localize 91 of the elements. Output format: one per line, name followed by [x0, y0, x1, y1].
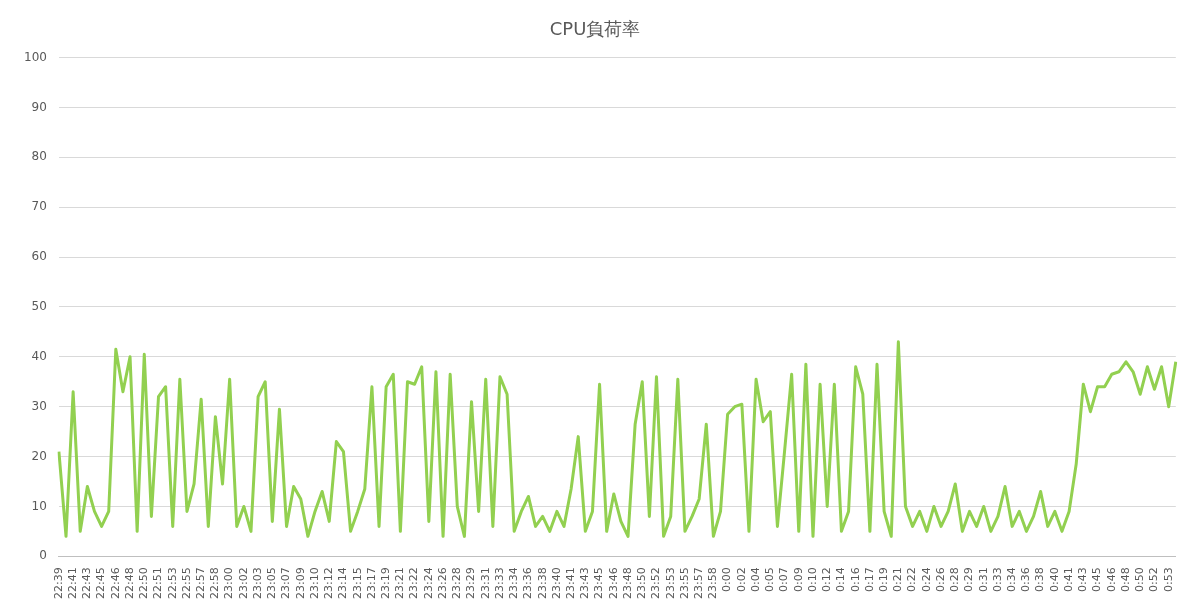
x-tick-label: 23:15 — [350, 567, 364, 599]
x-tick-label: 22:50 — [137, 567, 151, 599]
x-tick-label: 0:33 — [990, 567, 1004, 592]
x-tick-label: 0:00 — [720, 567, 734, 592]
x-tick-label: 22:43 — [80, 567, 94, 599]
x-tick-label: 0:21 — [891, 567, 905, 592]
y-tick-label: 30 — [31, 398, 47, 413]
x-tick-label: 0:02 — [734, 567, 748, 592]
x-tick-label: 23:50 — [635, 567, 649, 599]
y-tick-label: 10 — [31, 498, 47, 513]
x-tick-label: 23:33 — [492, 567, 506, 599]
x-tick-label: 23:22 — [407, 567, 421, 599]
x-tick-label: 23:45 — [592, 567, 606, 599]
y-tick-label: 80 — [31, 149, 47, 164]
x-tick-label: 0:48 — [1118, 567, 1132, 592]
x-tick-label: 0:19 — [876, 567, 890, 592]
x-tick-label: 23:36 — [521, 567, 535, 599]
x-tick-label: 23:40 — [549, 567, 563, 599]
x-tick-label: 23:55 — [677, 567, 691, 599]
x-tick-label: 23:21 — [393, 567, 407, 599]
y-tick-label: 40 — [31, 348, 47, 363]
x-tick-label: 0:10 — [805, 567, 819, 592]
x-tick-label: 23:46 — [606, 567, 620, 599]
y-tick-label: 90 — [31, 99, 47, 114]
x-tick-label: 23:02 — [236, 567, 250, 599]
x-tick-label: 23:19 — [379, 567, 393, 599]
x-tick-label: 22:58 — [208, 567, 222, 599]
x-tick-label: 0:34 — [1005, 567, 1019, 592]
x-tick-label: 0:52 — [1147, 567, 1161, 592]
x-tick-label: 0:53 — [1161, 567, 1175, 592]
x-tick-label: 0:24 — [919, 567, 933, 592]
x-tick-label: 23:53 — [663, 567, 677, 599]
x-tick-label: 22:57 — [194, 567, 208, 599]
x-tick-label: 23:00 — [222, 567, 236, 599]
y-tick-label: 50 — [31, 299, 47, 314]
x-tick-label: 0:40 — [1047, 567, 1061, 592]
x-tick-label: 22:53 — [165, 567, 179, 599]
x-tick-label: 23:07 — [279, 567, 293, 599]
x-tick-label: 23:28 — [450, 567, 464, 599]
x-tick-label: 23:57 — [692, 567, 706, 599]
x-tick-label: 0:28 — [948, 567, 962, 592]
x-tick-label: 0:14 — [834, 567, 848, 592]
x-tick-label: 0:09 — [791, 567, 805, 592]
x-tick-label: 22:45 — [94, 567, 108, 599]
x-tick-label: 0:41 — [1061, 567, 1075, 592]
x-tick-label: 0:46 — [1104, 567, 1118, 592]
y-tick-label: 60 — [31, 249, 47, 264]
chart-title: CPU負荷率 — [549, 18, 641, 40]
x-tick-label: 23:34 — [507, 567, 521, 599]
x-tick-label: 0:45 — [1090, 567, 1104, 592]
x-tick-label: 23:17 — [364, 567, 378, 599]
x-tick-label: 23:52 — [649, 567, 663, 599]
x-tick-label: 22:46 — [108, 567, 122, 599]
x-tick-label: 23:48 — [620, 567, 634, 599]
x-tick-label: 23:29 — [464, 567, 478, 599]
x-tick-label: 23:03 — [250, 567, 264, 599]
x-tick-label: 0:43 — [1076, 567, 1090, 592]
x-tick-label: 0:22 — [905, 567, 919, 592]
x-tick-label: 22:55 — [179, 567, 193, 599]
y-tick-label: 100 — [24, 49, 47, 64]
x-tick-label: 0:50 — [1133, 567, 1147, 592]
x-tick-label: 0:17 — [862, 567, 876, 592]
x-tick-label: 23:41 — [563, 567, 577, 599]
x-tick-label: 23:09 — [293, 567, 307, 599]
x-tick-label: 0:26 — [933, 567, 947, 592]
x-tick-label: 0:38 — [1033, 567, 1047, 592]
x-tick-label: 0:29 — [962, 567, 976, 592]
x-tick-label: 22:41 — [65, 567, 79, 599]
y-tick-label: 20 — [31, 448, 47, 463]
x-tick-label: 0:36 — [1019, 567, 1033, 592]
x-tick-label: 23:05 — [265, 567, 279, 599]
x-tick-label: 23:43 — [578, 567, 592, 599]
x-tick-label: 23:12 — [322, 567, 336, 599]
x-tick-label: 23:14 — [336, 567, 350, 599]
x-tick-label: 23:31 — [478, 567, 492, 599]
x-tick-label: 23:58 — [706, 567, 720, 599]
x-tick-label: 0:16 — [848, 567, 862, 592]
x-tick-label: 23:26 — [435, 567, 449, 599]
x-tick-label: 23:38 — [535, 567, 549, 599]
x-tick-label: 22:48 — [122, 567, 136, 599]
y-tick-label: 70 — [31, 199, 47, 214]
x-tick-label: 22:51 — [151, 567, 165, 599]
x-tick-label: 23:24 — [421, 567, 435, 599]
x-tick-label: 0:07 — [777, 567, 791, 592]
x-tick-label: 0:05 — [763, 567, 777, 592]
x-tick-label: 0:31 — [976, 567, 990, 592]
x-tick-label: 0:04 — [748, 567, 762, 592]
x-tick-label: 22:39 — [51, 567, 65, 599]
x-tick-label: 0:12 — [820, 567, 834, 592]
y-tick-label: 0 — [39, 548, 47, 563]
x-tick-label: 23:10 — [307, 567, 321, 599]
